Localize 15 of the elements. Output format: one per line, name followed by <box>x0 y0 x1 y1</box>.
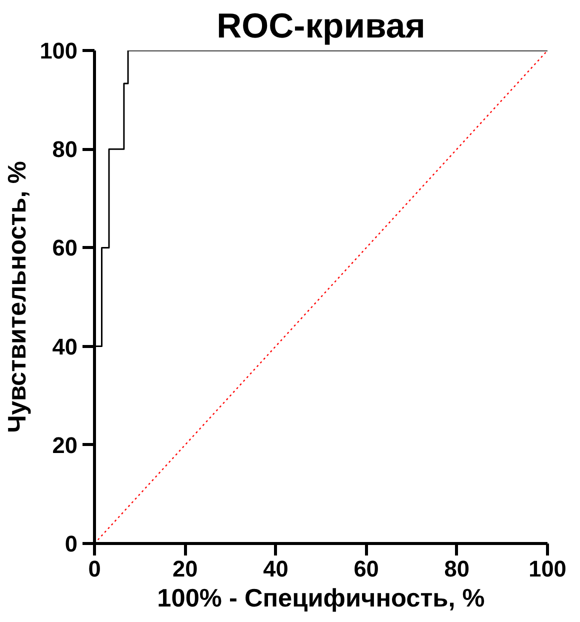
x-axis-title: 100% - Специфичность, % <box>157 584 485 612</box>
x-tick-label: 0 <box>88 556 101 582</box>
y-tick-label: 0 <box>64 530 78 556</box>
y-tick-label: 40 <box>52 333 78 360</box>
x-tick-label: 40 <box>263 556 288 582</box>
y-tick-label: 80 <box>52 136 78 162</box>
x-tick-label: 80 <box>444 556 470 582</box>
x-tick-label: 20 <box>172 556 198 582</box>
y-tick-label: 20 <box>52 432 78 458</box>
y-axis-title: Чувствительность, % <box>4 161 32 433</box>
y-tick-label: 100 <box>40 38 78 64</box>
x-tick-label: 100 <box>528 556 566 582</box>
x-tick-label: 60 <box>354 556 379 582</box>
chart-title: ROC-кривая <box>216 8 426 46</box>
y-tick-label: 60 <box>52 234 78 261</box>
